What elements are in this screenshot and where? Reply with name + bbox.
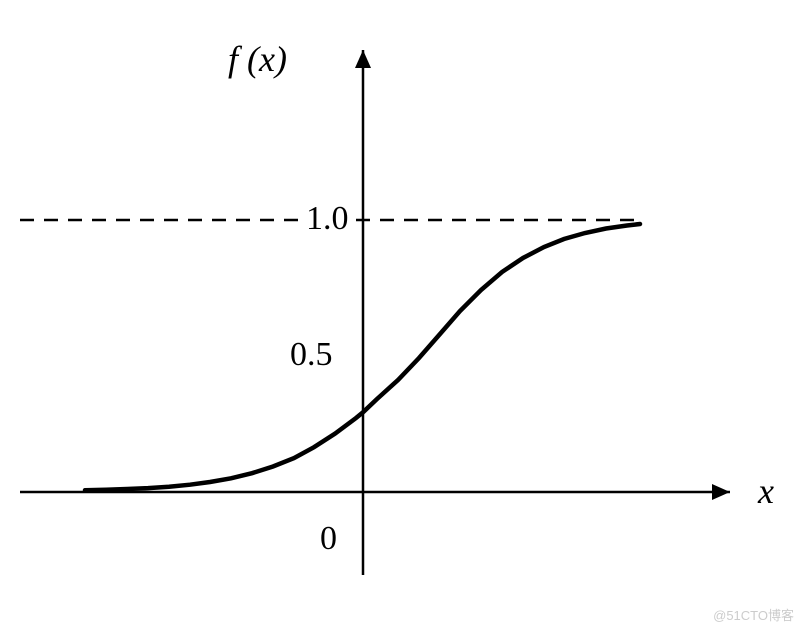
- y-axis-label-text: f (x): [228, 39, 287, 79]
- y-axis-label: f (x): [228, 38, 287, 80]
- sigmoid-chart: f (x) x 1.0 0.5 0: [0, 0, 806, 632]
- watermark: @51CTO博客: [713, 605, 794, 624]
- x-axis-label: x: [758, 470, 774, 512]
- chart-svg: [0, 0, 806, 632]
- tick-label-asymptote: 1.0: [300, 200, 355, 238]
- x-axis-label-text: x: [758, 471, 774, 511]
- y-axis-arrow: [355, 50, 371, 68]
- tick-label-midpoint: 0.5: [290, 336, 333, 374]
- x-axis-arrow: [712, 484, 730, 500]
- tick-label-origin: 0: [320, 520, 337, 558]
